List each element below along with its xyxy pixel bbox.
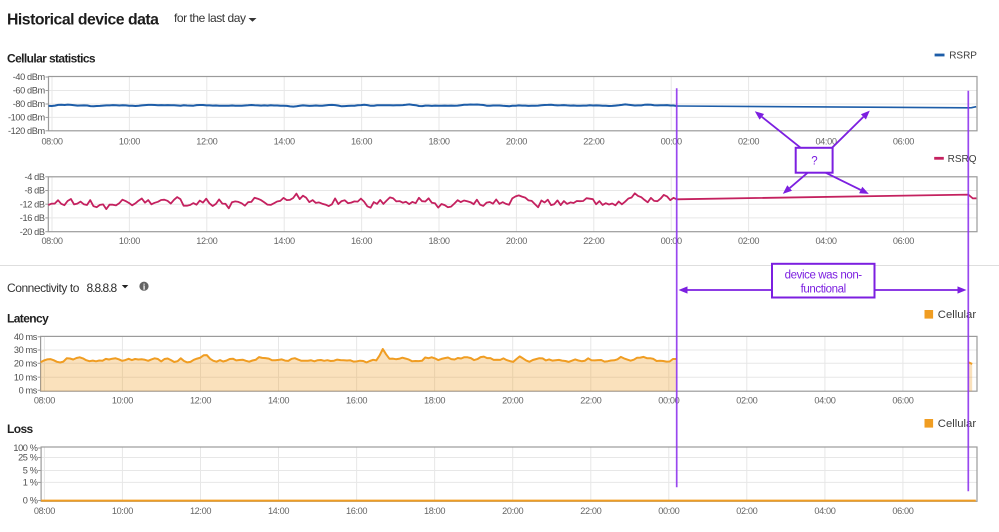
svg-text:RSRQ: RSRQ xyxy=(948,154,977,165)
svg-text:RSRP: RSRP xyxy=(949,51,977,62)
svg-text:04:00: 04:00 xyxy=(814,506,835,516)
svg-text:30 ms: 30 ms xyxy=(14,345,38,355)
svg-text:22:00: 22:00 xyxy=(580,506,601,516)
svg-text:18:00: 18:00 xyxy=(424,395,445,405)
svg-text:12:00: 12:00 xyxy=(196,236,217,246)
svg-text:22:00: 22:00 xyxy=(583,236,604,246)
svg-text:-16 dB: -16 dB xyxy=(20,213,45,223)
svg-text:5 %: 5 % xyxy=(23,466,38,476)
svg-text:16:00: 16:00 xyxy=(351,236,372,246)
svg-text:22:00: 22:00 xyxy=(580,395,601,405)
svg-text:10 ms: 10 ms xyxy=(14,372,38,382)
svg-text:20:00: 20:00 xyxy=(502,395,523,405)
svg-text:?: ? xyxy=(811,156,817,168)
svg-text:08:00: 08:00 xyxy=(34,506,55,516)
svg-text:device was non-: device was non- xyxy=(785,270,863,282)
svg-text:14:00: 14:00 xyxy=(268,395,289,405)
svg-text:22:00: 22:00 xyxy=(583,136,604,146)
svg-text:10:00: 10:00 xyxy=(119,236,140,246)
svg-text:-100 dBm: -100 dBm xyxy=(8,113,46,123)
svg-text:12:00: 12:00 xyxy=(190,395,211,405)
svg-text:-20 dB: -20 dB xyxy=(20,227,45,237)
svg-text:40 ms: 40 ms xyxy=(14,332,38,342)
svg-text:14:00: 14:00 xyxy=(274,236,295,246)
svg-text:18:00: 18:00 xyxy=(428,136,449,146)
svg-text:06:00: 06:00 xyxy=(893,136,914,146)
svg-text:04:00: 04:00 xyxy=(815,236,836,246)
svg-text:Loss: Loss xyxy=(7,422,34,436)
svg-text:00:00: 00:00 xyxy=(658,395,679,405)
svg-text:Cellular statistics: Cellular statistics xyxy=(7,52,96,66)
svg-text:06:00: 06:00 xyxy=(892,506,913,516)
svg-text:Cellular: Cellular xyxy=(938,309,977,321)
svg-text:08:00: 08:00 xyxy=(41,136,62,146)
svg-text:04:00: 04:00 xyxy=(814,395,835,405)
svg-text:06:00: 06:00 xyxy=(892,395,913,405)
svg-text:08:00: 08:00 xyxy=(34,395,55,405)
svg-text:06:00: 06:00 xyxy=(893,236,914,246)
svg-text:16:00: 16:00 xyxy=(346,395,367,405)
svg-text:0 ms: 0 ms xyxy=(19,386,38,396)
svg-text:1 %: 1 % xyxy=(23,478,38,488)
svg-text:for the last day: for the last day xyxy=(174,11,246,25)
svg-text:-4 dB: -4 dB xyxy=(25,172,45,182)
svg-text:12:00: 12:00 xyxy=(190,506,211,516)
svg-text:10:00: 10:00 xyxy=(112,395,133,405)
svg-text:00:00: 00:00 xyxy=(661,236,682,246)
svg-text:-40 dBm: -40 dBm xyxy=(13,72,46,82)
svg-text:-60 dBm: -60 dBm xyxy=(13,86,46,96)
svg-text:02:00: 02:00 xyxy=(736,395,757,405)
svg-text:Latency: Latency xyxy=(7,312,49,326)
svg-text:00:00: 00:00 xyxy=(661,136,682,146)
svg-text:20 ms: 20 ms xyxy=(14,359,38,369)
svg-text:04:00: 04:00 xyxy=(815,136,836,146)
svg-text:10:00: 10:00 xyxy=(119,136,140,146)
svg-text:10:00: 10:00 xyxy=(112,506,133,516)
svg-text:-12 dB: -12 dB xyxy=(20,199,45,209)
svg-text:functional: functional xyxy=(801,284,846,296)
svg-text:20:00: 20:00 xyxy=(506,136,527,146)
svg-text:25 %: 25 % xyxy=(18,453,38,463)
svg-text:20:00: 20:00 xyxy=(506,236,527,246)
svg-text:18:00: 18:00 xyxy=(424,506,445,516)
svg-text:14:00: 14:00 xyxy=(274,136,295,146)
svg-text:Connectivity to: Connectivity to xyxy=(7,281,80,295)
svg-text:-80 dBm: -80 dBm xyxy=(13,99,46,109)
svg-text:18:00: 18:00 xyxy=(428,236,449,246)
svg-text:16:00: 16:00 xyxy=(351,136,372,146)
svg-text:Cellular: Cellular xyxy=(938,418,977,430)
svg-text:12:00: 12:00 xyxy=(196,136,217,146)
svg-text:i: i xyxy=(143,282,146,292)
svg-text:-120 dBm: -120 dBm xyxy=(8,126,46,136)
svg-text:08:00: 08:00 xyxy=(41,236,62,246)
svg-text:8.8.8.8: 8.8.8.8 xyxy=(87,281,118,295)
svg-text:14:00: 14:00 xyxy=(268,506,289,516)
svg-text:00:00: 00:00 xyxy=(658,506,679,516)
svg-text:02:00: 02:00 xyxy=(738,236,759,246)
svg-text:Historical device data: Historical device data xyxy=(7,12,159,29)
svg-text:0 %: 0 % xyxy=(23,496,38,506)
svg-text:100 %: 100 % xyxy=(13,443,37,453)
svg-text:02:00: 02:00 xyxy=(736,506,757,516)
svg-text:20:00: 20:00 xyxy=(502,506,523,516)
svg-text:-8 dB: -8 dB xyxy=(25,186,45,196)
svg-text:02:00: 02:00 xyxy=(738,136,759,146)
svg-text:16:00: 16:00 xyxy=(346,506,367,516)
